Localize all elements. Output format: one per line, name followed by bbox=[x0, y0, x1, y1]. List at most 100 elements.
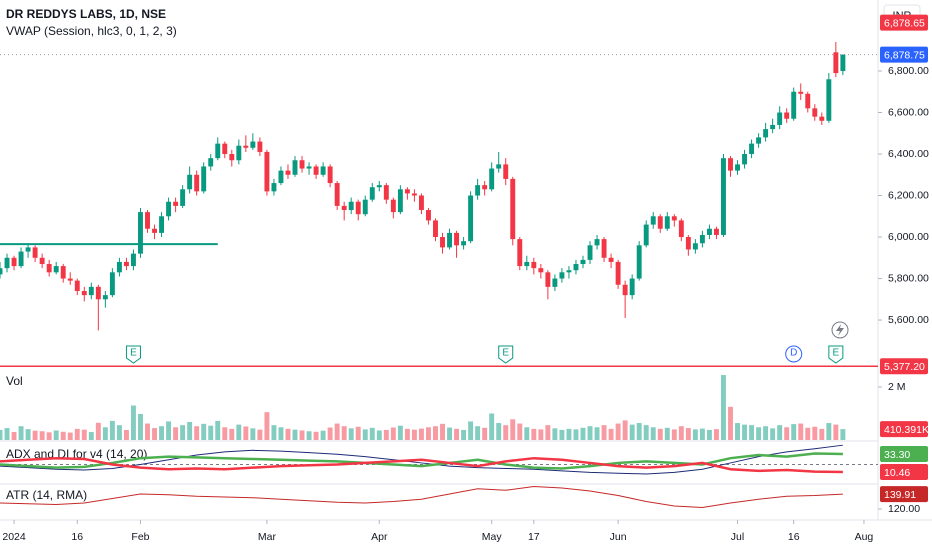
volume-bar bbox=[130, 405, 136, 440]
price-label-box bbox=[880, 46, 928, 63]
volume-bar bbox=[88, 432, 94, 440]
volume-bar bbox=[524, 427, 530, 440]
candle-body bbox=[601, 239, 607, 258]
adx-last-label: 33.30 bbox=[884, 449, 910, 461]
candle-body bbox=[145, 212, 150, 229]
volume-bar bbox=[678, 426, 684, 440]
candle-body bbox=[327, 166, 333, 184]
candle-body bbox=[285, 170, 291, 175]
candle-body bbox=[264, 151, 270, 192]
volume-bar bbox=[116, 425, 122, 440]
candle-body bbox=[130, 253, 136, 267]
time-tick-label: Aug bbox=[855, 531, 874, 543]
time-tick-label: Feb bbox=[131, 531, 149, 543]
candle-body bbox=[784, 112, 790, 119]
volume-bar bbox=[201, 423, 207, 440]
candle-body bbox=[362, 199, 368, 215]
candle-body bbox=[454, 232, 460, 246]
candle-body bbox=[756, 137, 762, 144]
volume-bar bbox=[222, 427, 228, 440]
volume-bar bbox=[461, 429, 467, 440]
volume-bar bbox=[95, 422, 101, 440]
volume-bar bbox=[292, 429, 298, 440]
candle-body bbox=[341, 205, 347, 211]
candle-body bbox=[11, 257, 17, 267]
candle-body bbox=[4, 257, 10, 269]
volume-bar bbox=[763, 426, 769, 440]
candle-body bbox=[187, 174, 193, 190]
candle-body bbox=[622, 284, 628, 296]
candle-body bbox=[517, 239, 523, 267]
candle-body bbox=[123, 261, 129, 267]
candle-body bbox=[791, 91, 797, 119]
candle-body bbox=[770, 124, 776, 130]
volume-bar bbox=[18, 426, 24, 440]
candle-body bbox=[116, 261, 122, 273]
volume-bar bbox=[629, 424, 635, 440]
volume-bar bbox=[271, 425, 277, 440]
volume-bar bbox=[11, 432, 17, 440]
volume-bar bbox=[229, 428, 235, 440]
candle-body bbox=[643, 224, 649, 246]
candle-body bbox=[798, 91, 804, 94]
volume-bar bbox=[728, 406, 733, 440]
volume-bar bbox=[587, 426, 593, 440]
time-tick-label: Mar bbox=[258, 531, 277, 543]
candle-body bbox=[615, 261, 621, 285]
price-label: 6,878.65 bbox=[884, 17, 925, 29]
candle-body bbox=[60, 266, 66, 279]
volume-bar bbox=[643, 425, 649, 440]
candle-body bbox=[447, 232, 452, 248]
candle-body bbox=[159, 216, 165, 233]
volume-bar bbox=[180, 425, 186, 440]
candle-body bbox=[95, 286, 101, 300]
candle-body bbox=[229, 154, 235, 161]
candle-body bbox=[440, 237, 445, 248]
volume-bar bbox=[25, 429, 31, 440]
candle-body bbox=[88, 286, 94, 296]
price-tick-label: 5,800.00 bbox=[888, 272, 929, 284]
volume-bar bbox=[138, 414, 143, 440]
candle-body bbox=[636, 245, 642, 279]
candle-body bbox=[475, 185, 481, 196]
volume-bar bbox=[706, 429, 712, 440]
volume-bar bbox=[109, 420, 115, 440]
time-tick-label: Jun bbox=[610, 531, 627, 543]
volume-bar bbox=[819, 428, 825, 440]
atr-last-label-box bbox=[880, 486, 928, 503]
adx-line bbox=[0, 456, 843, 474]
candle-body bbox=[81, 290, 87, 296]
candle-body bbox=[306, 166, 312, 169]
volume-bar bbox=[376, 430, 382, 440]
candle-body bbox=[67, 278, 73, 281]
candle-body bbox=[580, 259, 586, 265]
volume-bar bbox=[348, 428, 354, 440]
candle-body bbox=[777, 112, 783, 125]
candle-body bbox=[713, 228, 719, 235]
volume-bar bbox=[833, 424, 839, 440]
candle-body bbox=[728, 158, 733, 171]
candle-body bbox=[222, 143, 228, 155]
adx-line bbox=[0, 452, 843, 470]
volume-bar bbox=[650, 427, 656, 440]
volume-bar bbox=[657, 428, 663, 440]
volume-bar bbox=[826, 423, 832, 440]
candle-body bbox=[109, 272, 115, 296]
candle-body bbox=[482, 185, 488, 190]
volume-bar bbox=[236, 424, 242, 440]
volume-last-label-box bbox=[880, 421, 928, 438]
volume-bar bbox=[60, 431, 66, 440]
candle-body bbox=[313, 166, 319, 175]
candle-body bbox=[538, 268, 544, 273]
candle-body bbox=[510, 178, 516, 240]
volume-bar bbox=[341, 426, 347, 440]
volume-bar bbox=[39, 431, 45, 440]
candle-body bbox=[404, 189, 410, 194]
event-marker-label: E bbox=[833, 348, 840, 359]
candle-body bbox=[397, 189, 403, 213]
candle-body bbox=[74, 280, 80, 291]
candle-body bbox=[102, 295, 108, 300]
adx-legend: ADX and DI for v4 (14, 20) bbox=[6, 447, 147, 461]
volume-bar bbox=[475, 426, 481, 440]
